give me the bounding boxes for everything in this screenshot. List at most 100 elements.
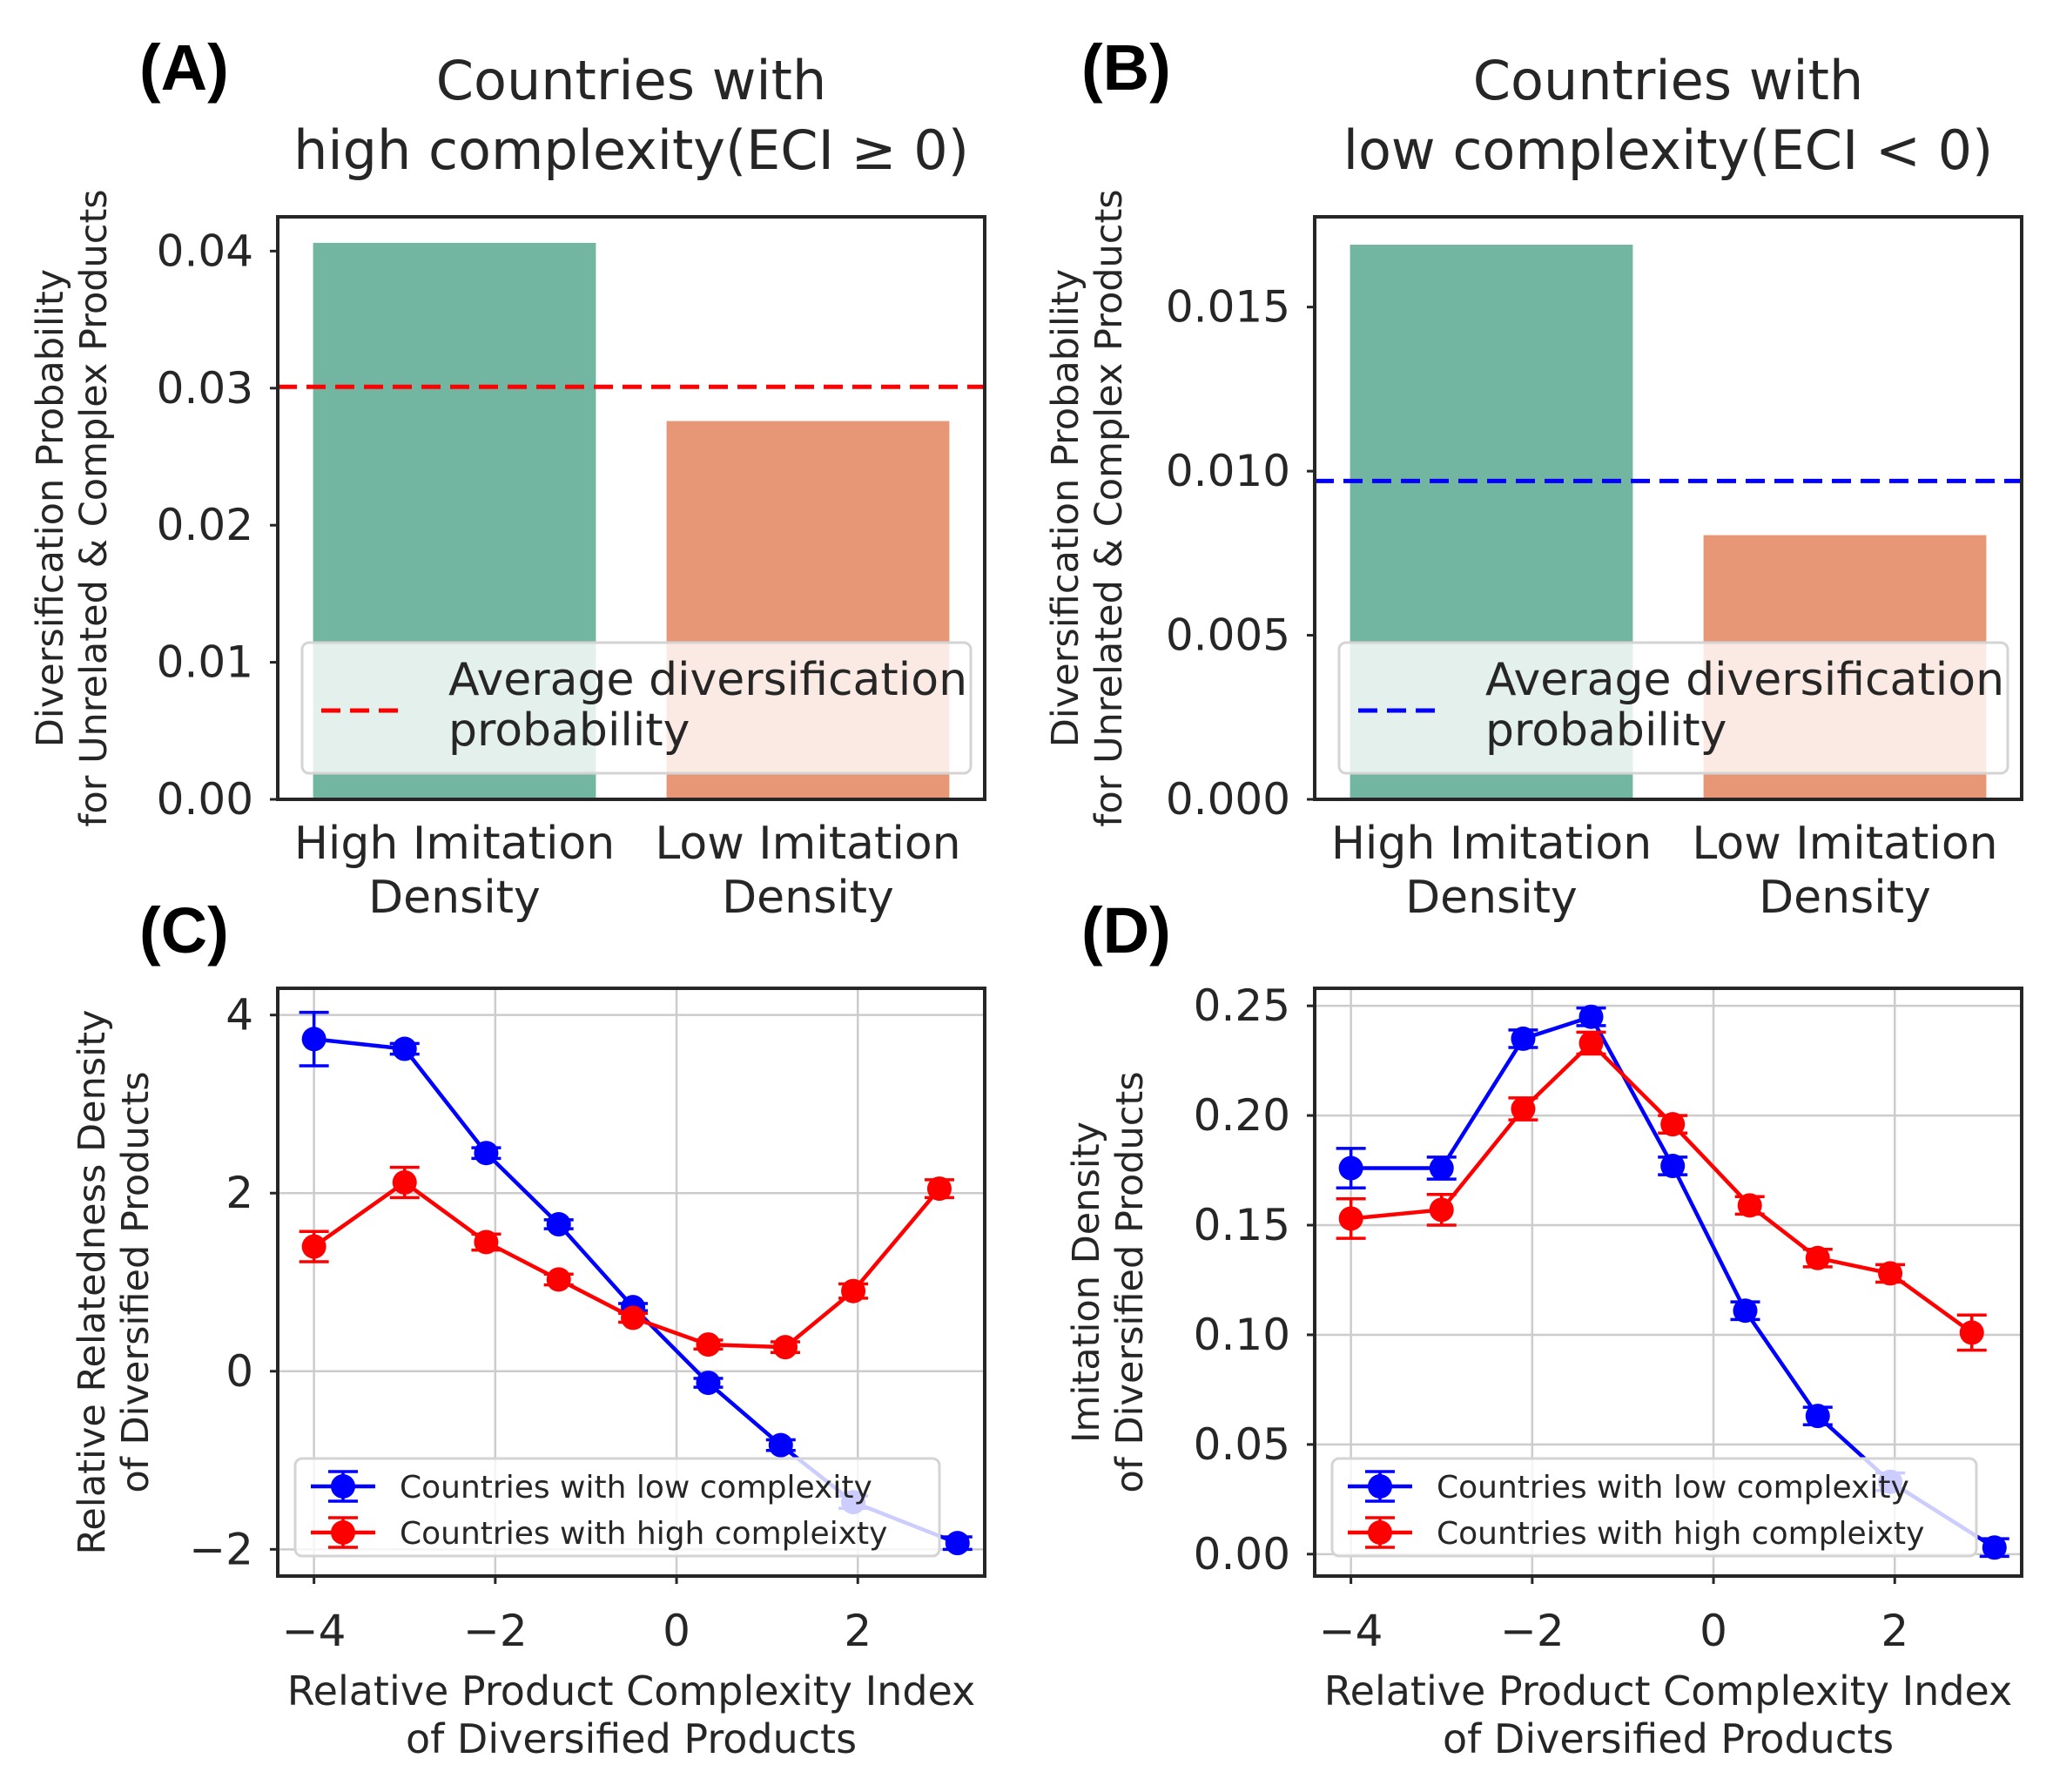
legend-swatch-marker xyxy=(1368,1520,1392,1545)
data-point xyxy=(696,1332,721,1357)
data-point xyxy=(546,1267,571,1292)
x-tick-label: Low Imitation Density xyxy=(1692,818,1997,924)
data-point xyxy=(1511,1096,1536,1122)
data-point xyxy=(945,1531,970,1556)
data-point xyxy=(926,1176,952,1202)
x-tick-label: −2 xyxy=(463,1606,528,1656)
legend-label: Average diversification probability xyxy=(448,654,967,757)
data-point xyxy=(1959,1320,1984,1345)
data-point xyxy=(1805,1404,1830,1429)
legend-swatch-marker xyxy=(331,1520,355,1545)
data-point xyxy=(1578,1004,1604,1029)
data-point xyxy=(1338,1155,1363,1181)
x-tick-label: High Imitation Density xyxy=(1331,818,1652,924)
legend-swatch-marker xyxy=(1368,1474,1392,1499)
y-tick-label: 4 xyxy=(225,990,253,1041)
x-tick-label: 2 xyxy=(844,1606,872,1656)
legend-box xyxy=(300,641,973,775)
x-tick-label: 0 xyxy=(1700,1606,1727,1656)
data-point xyxy=(621,1305,646,1331)
y-tick-label: 0.00 xyxy=(157,774,253,825)
chart-title: Countries with low complexity(ECI < 0) xyxy=(1343,49,1993,182)
y-tick-label: 0.25 xyxy=(1194,980,1290,1031)
y-axis-label: Relative Relatedness Densityof Diversifi… xyxy=(71,1009,158,1554)
panel-label: (C) xyxy=(139,894,229,967)
y-tick-label: 0.10 xyxy=(1194,1310,1290,1360)
data-point xyxy=(1660,1112,1686,1137)
x-tick-label: −4 xyxy=(1319,1606,1383,1656)
data-point xyxy=(768,1432,793,1458)
data-point xyxy=(474,1141,499,1166)
x-tick-label: High Imitation Density xyxy=(294,818,615,924)
plot-frame xyxy=(1313,987,2023,1578)
y-tick-label: −2 xyxy=(189,1524,253,1574)
x-axis-label: Relative Product Complexity Index of Dive… xyxy=(287,1667,975,1762)
series-line xyxy=(1350,1040,1974,1335)
data-point xyxy=(392,1036,417,1061)
y-tick-label: 2 xyxy=(225,1168,253,1218)
data-point xyxy=(1733,1298,1758,1324)
y-tick-label: 0.04 xyxy=(157,226,253,276)
y-tick-label: 0.000 xyxy=(1166,774,1290,825)
y-tick-label: 0.005 xyxy=(1166,610,1290,661)
panel-label: (D) xyxy=(1081,894,1171,967)
panel-a: (A) Countries with high complexity(ECI ≥ 0… xyxy=(29,31,986,924)
data-point xyxy=(1660,1154,1686,1179)
plot-frame xyxy=(276,215,986,801)
y-tick-label: 0.01 xyxy=(157,637,253,688)
legend-swatch-marker xyxy=(331,1474,355,1499)
data-point xyxy=(1429,1197,1454,1223)
y-tick-label: 0 xyxy=(225,1346,253,1397)
y-tick-label: 0.05 xyxy=(1194,1419,1290,1470)
x-tick-label: Low Imitation Density xyxy=(655,818,960,924)
plot-frame xyxy=(1313,215,2023,801)
data-point xyxy=(841,1278,866,1304)
data-point xyxy=(1578,1030,1604,1055)
y-tick-label: 0.15 xyxy=(1194,1200,1290,1250)
data-point xyxy=(1511,1026,1536,1051)
x-tick-label: 2 xyxy=(1881,1606,1908,1656)
legend-box xyxy=(1330,1457,1978,1558)
data-point xyxy=(772,1335,798,1360)
legend-label: Countries with low complexity xyxy=(1437,1470,1909,1506)
data-point xyxy=(1338,1206,1363,1231)
panel-c: (C) Relative Relatedness Densityof Divers… xyxy=(71,894,986,1762)
data-point xyxy=(301,1027,326,1052)
panel-label: (B) xyxy=(1081,31,1171,104)
data-point xyxy=(546,1212,571,1237)
y-axis-label: Imitation Densityof Diversified Products xyxy=(1065,1071,1152,1492)
y-tick-label: 0.03 xyxy=(157,363,253,414)
legend-label: Countries with high compleixty xyxy=(400,1516,887,1552)
legend-label: Countries with high compleixty xyxy=(1437,1516,1924,1552)
y-tick-label: 0.015 xyxy=(1166,282,1290,333)
data-point xyxy=(1429,1155,1454,1181)
y-tick-label: 0.20 xyxy=(1194,1090,1290,1141)
legend-label: Countries with low complexity xyxy=(400,1470,872,1506)
y-tick-label: 0.00 xyxy=(1194,1529,1290,1580)
chart-title: Countries with high complexity(ECI ≥ 0) xyxy=(293,49,969,182)
x-tick-label: −4 xyxy=(282,1606,347,1656)
plot-frame xyxy=(276,987,986,1578)
y-tick-label: 0.010 xyxy=(1166,446,1290,496)
x-tick-label: 0 xyxy=(663,1606,690,1656)
data-point xyxy=(474,1229,499,1255)
panel-b: (B) Countries with low complexity(ECI < 0)… xyxy=(1044,31,2023,924)
data-point xyxy=(1737,1193,1762,1218)
panel-d: (D) Imitation Densityof Diversified Produ… xyxy=(1065,894,2023,1762)
data-point xyxy=(301,1234,326,1259)
data-point xyxy=(1982,1535,2007,1560)
panel-label: (A) xyxy=(139,31,229,104)
data-point xyxy=(1878,1261,1903,1286)
y-tick-label: 0.02 xyxy=(157,500,253,550)
legend-label: Average diversification probability xyxy=(1485,654,2004,757)
x-tick-label: −2 xyxy=(1500,1606,1565,1656)
legend-box xyxy=(1337,641,2009,775)
y-axis-label: Diversification Probabilityfor Unrelated… xyxy=(29,189,116,826)
legend-box xyxy=(293,1457,941,1558)
data-point xyxy=(392,1169,417,1195)
y-axis-label: Diversification Probabilityfor Unrelated… xyxy=(1044,189,1131,826)
x-axis-label: Relative Product Complexity Index of Dive… xyxy=(1324,1667,2012,1762)
data-point xyxy=(696,1371,721,1396)
data-point xyxy=(1805,1245,1830,1270)
